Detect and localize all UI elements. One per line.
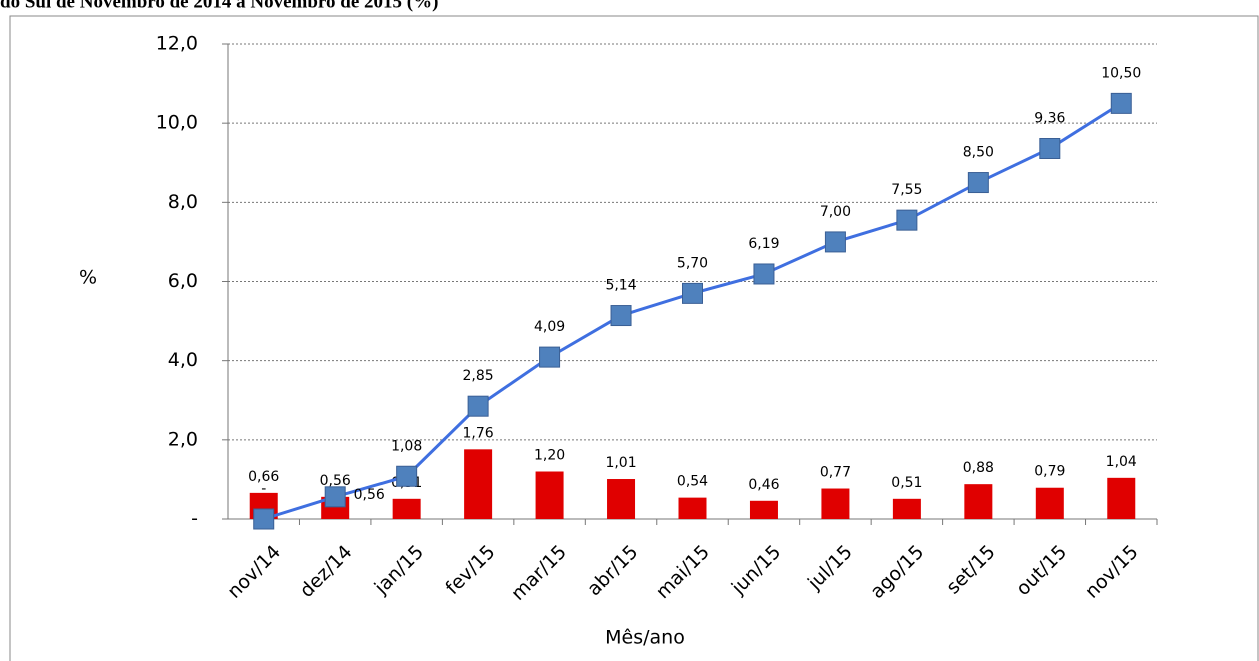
bar-value-label: 1,01 [605,455,636,471]
line-value-label: 1,08 [391,438,422,454]
line-marker [896,209,918,231]
bar [1035,487,1064,519]
line-value-label: - [261,481,266,497]
x-tick-label: set/15 [942,541,1000,599]
bar-value-label: 0,54 [677,474,708,490]
x-tick-label: jan/15 [370,541,428,599]
line-marker [610,305,632,327]
x-tick-label: jul/15 [803,541,857,595]
y-tick-label: - [191,508,198,530]
frame [9,15,1259,661]
bar-value-label: 1,76 [463,425,494,441]
bar-value-label: 0,77 [820,465,851,481]
bar [392,498,421,519]
line-marker [253,508,275,530]
bar-value-label: 0,88 [963,460,994,476]
line-marker [324,486,346,508]
bar [821,488,850,519]
line-value-label: 2,85 [463,368,494,384]
bar [678,497,707,519]
line-value-label: 7,55 [891,182,922,198]
bar-value-label: 0,66 [248,469,279,485]
x-tick-label: mai/15 [652,541,714,603]
bar-value-label: 0,51 [891,475,922,491]
x-tick-label: abr/15 [583,541,642,600]
line-value-label: 5,14 [605,278,636,294]
y-tick-label: 6,0 [168,270,198,292]
bar [535,471,564,519]
line-marker [753,263,775,285]
bar-value-label: 0,79 [1034,464,1065,480]
line-marker [467,395,489,417]
line [263,102,1123,521]
line-marker [1110,92,1132,114]
bar-value-label: 0,46 [748,477,779,493]
x-tick-label: fev/15 [441,541,499,599]
bar [749,500,778,519]
line-marker [539,346,561,368]
line-marker [1039,138,1061,159]
x-tick-label: nov/14 [223,541,285,603]
line-value-label: 0,56 [354,487,385,503]
line-marker [824,231,846,253]
y-tick-label: 4,0 [168,349,198,371]
y-tick-label: 8,0 [168,191,198,213]
line-value-label: 10,50 [1101,65,1141,81]
bar-value-label: 1,20 [534,448,565,464]
x-tick-label: nov/15 [1081,541,1143,603]
line-value-label: 8,50 [963,145,994,161]
bar [607,479,636,519]
line-marker [967,172,989,194]
bar [892,498,921,519]
bar [464,449,493,519]
line-marker [396,465,418,487]
x-tick-label: out/15 [1012,541,1071,600]
x-tick-label: ago/15 [866,541,928,603]
x-axis-label: Mês/ano [605,627,685,649]
y-tick-label: 12,0 [156,33,198,55]
bar-value-label: 0,56 [320,473,351,489]
line-value-label: 6,19 [748,236,779,252]
x-tick-label: jun/15 [727,541,786,600]
x-tick-label: dez/14 [296,541,357,602]
line-value-label: 9,36 [1034,111,1065,127]
line-value-label: 7,00 [820,204,851,220]
bar [964,484,993,519]
line-value-label: 5,70 [677,255,708,271]
line-marker [682,282,703,304]
y-tick-label: 2,0 [168,428,198,450]
x-tick-label: mar/15 [507,541,571,605]
chart-title: do Sul de Novembro de 2014 a Novembro de… [0,0,438,12]
y-tick-label: 10,0 [156,112,198,134]
bar-value-label: 1,04 [1106,454,1137,470]
bar [1107,477,1136,519]
line-value-label: 4,09 [534,319,565,335]
y-axis-label: % [79,267,97,289]
